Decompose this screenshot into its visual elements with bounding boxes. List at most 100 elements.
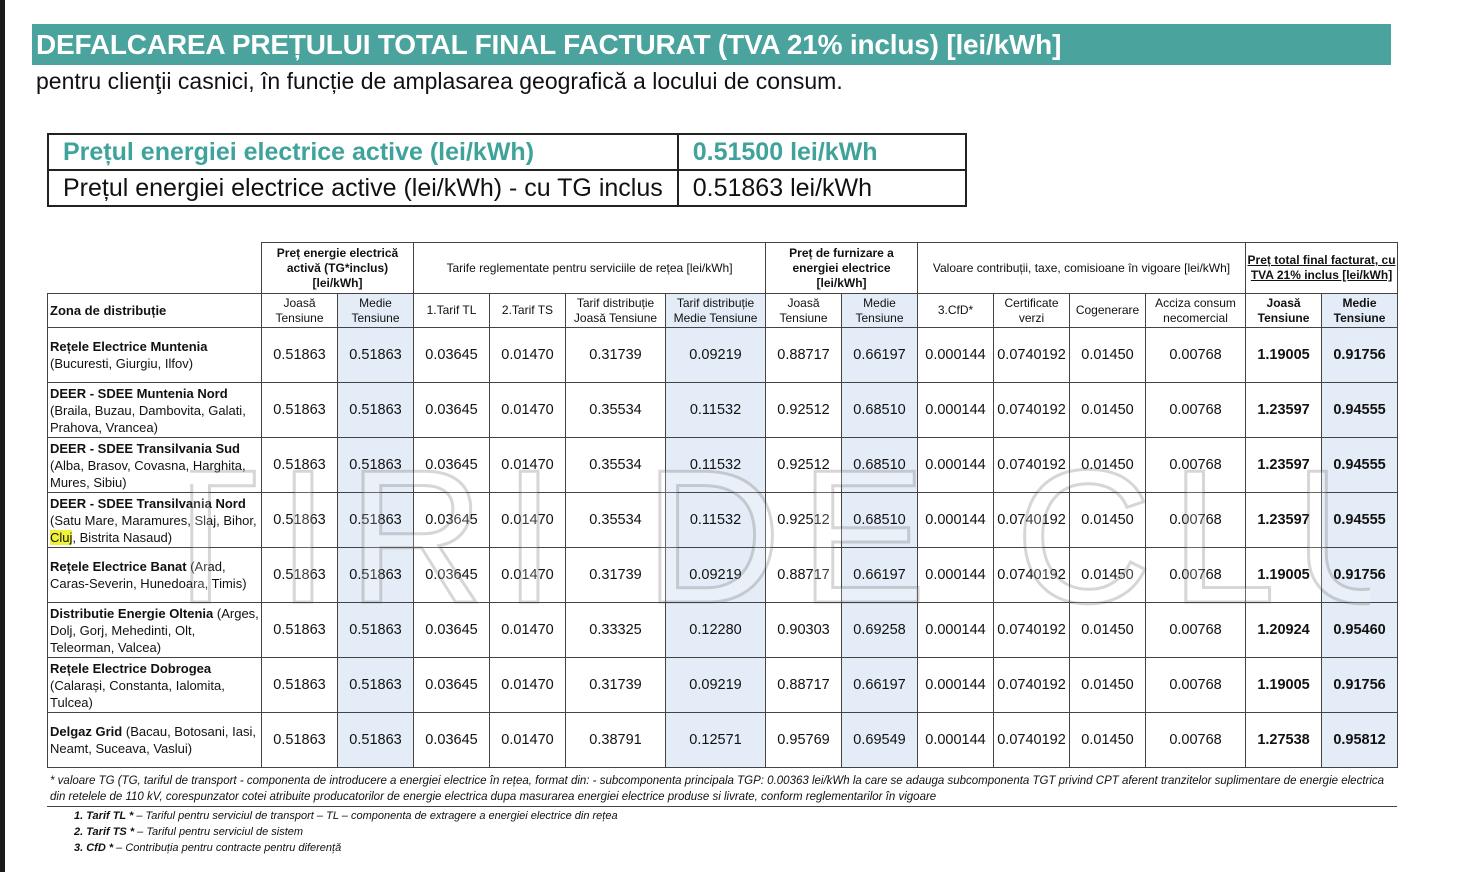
cogeneration-cell: 0.01450 — [1069, 327, 1147, 383]
excise-cell: 0.00768 — [1145, 547, 1247, 603]
table-row: DEER - SDEE Transilvania Sud (Alba, Bras… — [47, 437, 1399, 493]
note-item: 3. CfD * – Contribuția pentru contracte … — [74, 840, 618, 856]
total-medium-cell: 0.91756 — [1321, 657, 1399, 713]
zone-name: Delgaz Grid — [50, 724, 123, 739]
energy-medium-cell: 0.51863 — [337, 547, 414, 603]
tarif-tl-cell: 0.03645 — [413, 437, 490, 493]
excise-cell: 0.00768 — [1145, 657, 1247, 713]
zone-name: DEER - SDEE Transilvania Sud — [50, 440, 240, 456]
total-group-header-text: Preț total final facturat, cu TVA 21% in… — [1247, 253, 1396, 282]
total-low-cell: 1.19005 — [1245, 327, 1323, 383]
energy-low-cell: 0.51863 — [261, 657, 338, 713]
abbreviation-notes: 1. Tarif TL * – Tariful pentru serviciul… — [74, 808, 618, 856]
green-cert-cell: 0.0740192 — [993, 547, 1071, 603]
tarif-ts-header: 2.Tarif TS — [489, 293, 566, 328]
energy-low-cell: 0.51863 — [261, 437, 338, 493]
excise-cell: 0.00768 — [1145, 437, 1247, 493]
total-medium-cell: 0.91756 — [1321, 547, 1399, 603]
table-row: Delgaz Grid (Bacau, Botosani, Iasi, Neam… — [47, 712, 1399, 768]
tarif-tl-cell: 0.03645 — [413, 602, 490, 658]
green-cert-cell: 0.0740192 — [993, 712, 1071, 768]
supply-medium-cell: 0.69258 — [841, 602, 919, 658]
supply-medium-cell: 0.68510 — [841, 437, 919, 493]
cfd-cell: 0.000144 — [917, 547, 995, 603]
energy-low-cell: 0.51863 — [261, 492, 338, 548]
energy-low-cell: 0.51863 — [261, 382, 338, 438]
zone-cell: Rețele Electrice Muntenia (Bucuresti, Gi… — [47, 327, 262, 383]
price-breakdown-table: Preț energie electrică activă (TG*inclus… — [47, 242, 1399, 768]
blank-header-cell — [47, 242, 262, 294]
supply-medium-cell: 0.69549 — [841, 712, 919, 768]
dist-low-cell: 0.35534 — [565, 492, 666, 548]
tarif-ts-cell: 0.01470 — [489, 492, 566, 548]
tarif-ts-cell: 0.01470 — [489, 602, 566, 658]
tarif-tl-cell: 0.03645 — [413, 327, 490, 383]
zone-cell: Distributie Energie Oltenia (Arges, Dolj… — [47, 602, 262, 658]
cfd-header: 3.CfD* — [917, 293, 995, 328]
energy-low-cell: 0.51863 — [261, 547, 338, 603]
supply-low-cell: 0.92512 — [765, 437, 843, 493]
zone-cell: Rețele Electrice Dobrogea (Calarași, Con… — [47, 657, 262, 713]
energy-low-header: Joasă Tensiune — [261, 293, 338, 328]
energy-medium-cell: 0.51863 — [337, 492, 414, 548]
note-text: – Contribuția pentru contracte pentru di… — [113, 842, 342, 854]
total-medium-cell: 0.91756 — [1321, 327, 1399, 383]
page-subtitle: pentru clienţii casnici, în funcție de a… — [36, 68, 843, 94]
network-group-header: Tarife reglementate pentru serviciile de… — [412, 242, 767, 294]
tarif-tl-header: 1.Tarif TL — [413, 293, 490, 328]
supply-medium-cell: 0.68510 — [841, 492, 919, 548]
cogeneration-cell: 0.01450 — [1069, 602, 1147, 658]
green-cert-cell: 0.0740192 — [993, 437, 1071, 493]
zone-areas: (Braila, Buzau, Dambovita, Galati, Praho… — [50, 402, 246, 435]
note-item: 2. Tarif TS * – Tariful pentru serviciul… — [74, 824, 618, 840]
zone-areas: (Calarași, Constanta, Ialomita, Tulcea) — [50, 677, 225, 710]
total-medium-cell: 0.94555 — [1321, 437, 1399, 493]
note-text: – Tariful pentru serviciul de transport … — [133, 810, 618, 822]
dist-low-cell: 0.33325 — [565, 602, 666, 658]
zone-name: Distributie Energie Oltenia — [50, 605, 214, 621]
zone-areas: (Bacau, Botosani, Iasi, Neamt, Suceava, … — [50, 724, 256, 756]
energy-medium-header: Medie Tensiune — [337, 293, 414, 328]
zone-column-header: Zona de distribuție — [47, 293, 262, 328]
energy-medium-cell: 0.51863 — [337, 327, 414, 383]
tarif-tl-cell: 0.03645 — [413, 712, 490, 768]
supply-medium-cell: 0.66197 — [841, 657, 919, 713]
cfd-cell: 0.000144 — [917, 657, 995, 713]
green-cert-header: Certificate verzi — [993, 293, 1071, 328]
note-term: 2. Tarif TS * — [74, 826, 135, 838]
supply-medium-cell: 0.68510 — [841, 382, 919, 438]
zone-name: Rețele Electrice Banat — [50, 559, 187, 574]
excise-cell: 0.00768 — [1145, 382, 1247, 438]
supply-medium-cell: 0.66197 — [841, 547, 919, 603]
dist-medium-cell: 0.09219 — [664, 327, 767, 383]
zone-cell: Rețele Electrice Banat (Arad, Caras-Seve… — [47, 547, 262, 603]
zone-areas: (Arges, Dolj, Gorj, Mehedinti, Olt, Tele… — [50, 605, 259, 655]
note-term: 3. CfD * — [74, 842, 114, 854]
tarif-tl-cell: 0.03645 — [413, 547, 490, 603]
supply-low-cell: 0.92512 — [765, 382, 843, 438]
zone-cell: Delgaz Grid (Bacau, Botosani, Iasi, Neam… — [47, 712, 262, 768]
highlighted-area: Cluj — [50, 529, 73, 545]
dist-low-cell: 0.31739 — [565, 547, 666, 603]
tarif-ts-cell: 0.01470 — [489, 657, 566, 713]
zone-name: DEER - SDEE Transilvania Nord — [50, 495, 246, 511]
supply-medium-header: Medie Tensiune — [841, 293, 919, 328]
energy-low-cell: 0.51863 — [261, 327, 338, 383]
cfd-cell: 0.000144 — [917, 712, 995, 768]
zone-areas: (Arad, Caras-Severin, Hunedoara, Timis) — [50, 559, 247, 591]
zone-name: DEER - SDEE Muntenia Nord — [50, 385, 228, 401]
note-text: – Tariful pentru serviciul de sistem — [134, 826, 304, 838]
energy-price-box: Prețul energiei electrice active (lei/kW… — [47, 133, 967, 207]
dist-medium-cell: 0.09219 — [664, 657, 767, 713]
green-cert-cell: 0.0740192 — [993, 382, 1071, 438]
left-edge-bar — [0, 0, 5, 872]
table-row: Rețele Electrice Dobrogea (Calarași, Con… — [47, 657, 1399, 713]
dist-low-cell: 0.35534 — [565, 382, 666, 438]
dist-medium-cell: 0.11532 — [664, 382, 767, 438]
dist-medium-cell: 0.09219 — [664, 547, 767, 603]
dist-low-cell: 0.38791 — [565, 712, 666, 768]
table-row: Distributie Energie Oltenia (Arges, Dolj… — [47, 602, 1399, 658]
price-label: Prețul energiei electrice active (lei/kW… — [47, 133, 679, 171]
dist-low-header: Tarif distribuție Joasă Tensiune — [565, 293, 666, 328]
supply-low-cell: 0.88717 — [765, 327, 843, 383]
